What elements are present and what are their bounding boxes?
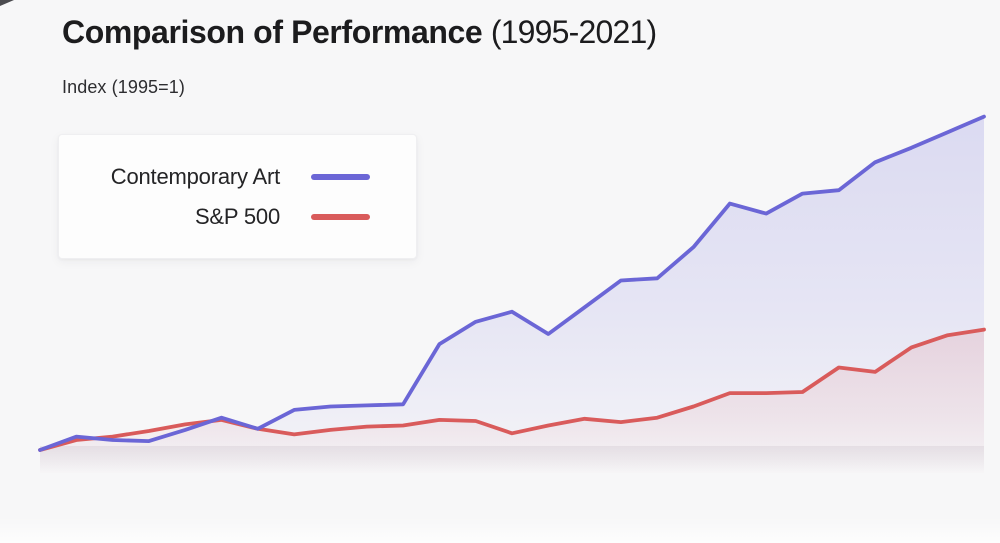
contemporary-art-line	[38, 114, 986, 452]
page-title-range: (1995-2021)	[490, 14, 657, 50]
page-title: Comparison of Performance (1995-2021)	[62, 14, 657, 51]
contemporary-art-swatch-icon	[311, 174, 370, 180]
cropped-corner-mark	[0, 0, 14, 6]
legend-item-contemporary-art: Contemporary Art	[59, 157, 416, 197]
sp500-area	[40, 329, 984, 473]
chart-header: Comparison of Performance (1995-2021) In…	[62, 14, 657, 98]
legend-item-sp500: S&P 500	[59, 197, 416, 237]
legend-label-contemporary-art: Contemporary Art	[110, 164, 280, 189]
bottom-fade	[0, 517, 1000, 543]
page-subtitle: Index (1995=1)	[62, 77, 185, 97]
sp500-line	[38, 327, 986, 452]
sp500-swatch-icon	[311, 214, 370, 220]
legend: Contemporary Art S&P 500	[58, 134, 417, 259]
contemporary-art-area	[40, 116, 984, 473]
legend-label-sp500: S&P 500	[194, 204, 280, 229]
page-title-main: Comparison of Performance	[62, 14, 483, 50]
